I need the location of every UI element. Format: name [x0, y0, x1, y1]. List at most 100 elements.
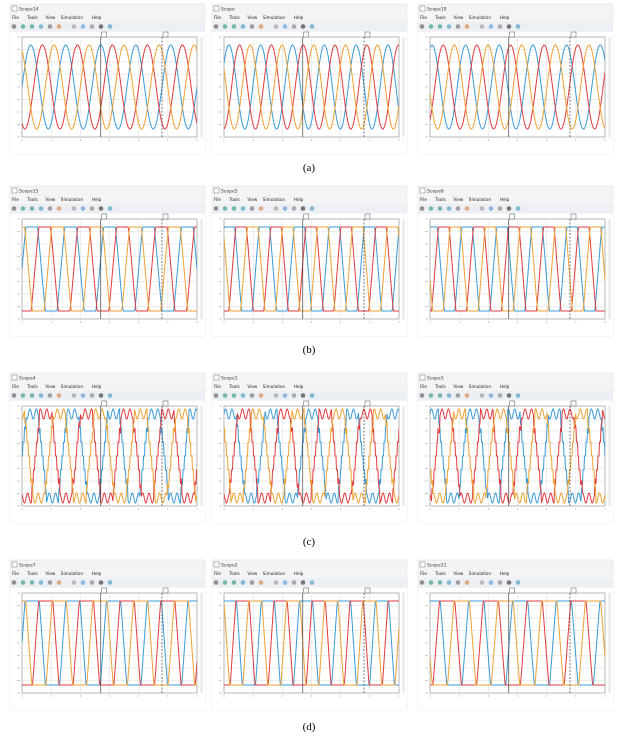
menu-item: View [247, 197, 258, 202]
toolbar-icon [465, 24, 470, 29]
menu-item: Help [92, 571, 102, 576]
menu-item: Help [294, 15, 304, 20]
toolbar-icon [250, 393, 255, 398]
toolbar-icon [429, 393, 434, 398]
title-icon [214, 6, 219, 11]
menu-item: View [453, 197, 464, 202]
toolbar-icon [489, 580, 494, 585]
cursor-handle [304, 32, 309, 37]
toolbar-icon [283, 24, 288, 29]
cursor-handle [163, 214, 168, 219]
menu-item: File [12, 197, 19, 202]
menu-item: Help [500, 571, 510, 576]
side-strip [402, 593, 405, 693]
toolbar-icon [90, 24, 95, 29]
cursor-handle [365, 588, 370, 593]
toolbar-icon [72, 24, 77, 29]
menu-item: Simulation [469, 15, 492, 20]
toolbar-icon [301, 24, 306, 29]
toolbar-icon [310, 580, 315, 585]
toolbar-icon [48, 206, 53, 211]
menu-item: Help [92, 15, 102, 20]
toolbar-icon [310, 206, 315, 211]
toolbar-icon [99, 580, 104, 585]
toolbar-icon [108, 393, 113, 398]
toolbar-icon [438, 206, 443, 211]
toolbar-icon [241, 206, 246, 211]
toolbar-icon [292, 24, 297, 29]
menu-item: Help [92, 384, 102, 389]
window-title: Scope14 [19, 7, 39, 13]
toolbar-icon [498, 580, 503, 585]
toolbar-icon [48, 393, 53, 398]
toolbar-icon [480, 393, 485, 398]
side-strip [200, 406, 203, 506]
menu-item: Tools [228, 15, 239, 20]
toolbar-icon [39, 24, 44, 29]
side-strip [200, 219, 203, 319]
toolbar-icon [259, 206, 264, 211]
caption: (b) [303, 344, 316, 356]
toolbar-icon [274, 206, 279, 211]
toolbar-icon [507, 393, 512, 398]
title-icon [420, 188, 425, 193]
toolbar-icon [81, 24, 86, 29]
toolbar-icon [30, 24, 35, 29]
menu-item: Tools [26, 384, 37, 389]
toolbar-icon [516, 393, 521, 398]
toolbar-icon [72, 393, 77, 398]
menu-item: File [420, 15, 427, 20]
scope-window: ScopeFileToolsViewSimulationHelp [212, 4, 407, 154]
toolbar-icon [420, 206, 425, 211]
toolbar-icon [81, 206, 86, 211]
toolbar-icon [12, 580, 17, 585]
menu-item: File [214, 571, 221, 576]
toolbar-icon [57, 206, 62, 211]
menu-item: Simulation [61, 197, 84, 202]
toolbar-icon [223, 24, 228, 29]
toolbar-icon [507, 206, 512, 211]
toolbar-icon [108, 580, 113, 585]
toolbar-icon [21, 393, 26, 398]
toolbar-icon [283, 393, 288, 398]
menu-item: Help [294, 571, 304, 576]
toolbar-icon [507, 580, 512, 585]
menu-item: Help [500, 197, 510, 202]
toolbar-icon [465, 393, 470, 398]
cursor-handle [510, 214, 515, 219]
toolbar-icon [99, 206, 104, 211]
side-strip [608, 37, 611, 137]
toolbar-icon [30, 393, 35, 398]
cursor-handle [510, 401, 515, 406]
menu-item: File [214, 15, 221, 20]
toolbar-icon [420, 580, 425, 585]
toolbar-icon [21, 580, 26, 585]
menu-item: File [12, 384, 19, 389]
cursor-handle [510, 588, 515, 593]
toolbar-icon [498, 206, 503, 211]
cursor-handle [365, 214, 370, 219]
toolbar-icon [48, 24, 53, 29]
menu-item: View [45, 197, 56, 202]
menu-item: Tools [434, 197, 445, 202]
toolbar-icon [480, 580, 485, 585]
toolbar-icon [283, 206, 288, 211]
toolbar-icon [480, 206, 485, 211]
title-icon [12, 562, 17, 567]
toolbar-icon [274, 393, 279, 398]
menu-item: Tools [228, 571, 239, 576]
menu-item: Help [92, 197, 102, 202]
menu-item: View [45, 571, 56, 576]
menu-item: Tools [228, 384, 239, 389]
toolbar-icon [456, 580, 461, 585]
menu-item: Tools [434, 384, 445, 389]
toolbar-icon [12, 24, 17, 29]
menu-item: View [247, 15, 258, 20]
toolbar-icon [420, 24, 425, 29]
menu-item: Simulation [263, 571, 286, 576]
side-strip [608, 406, 611, 506]
